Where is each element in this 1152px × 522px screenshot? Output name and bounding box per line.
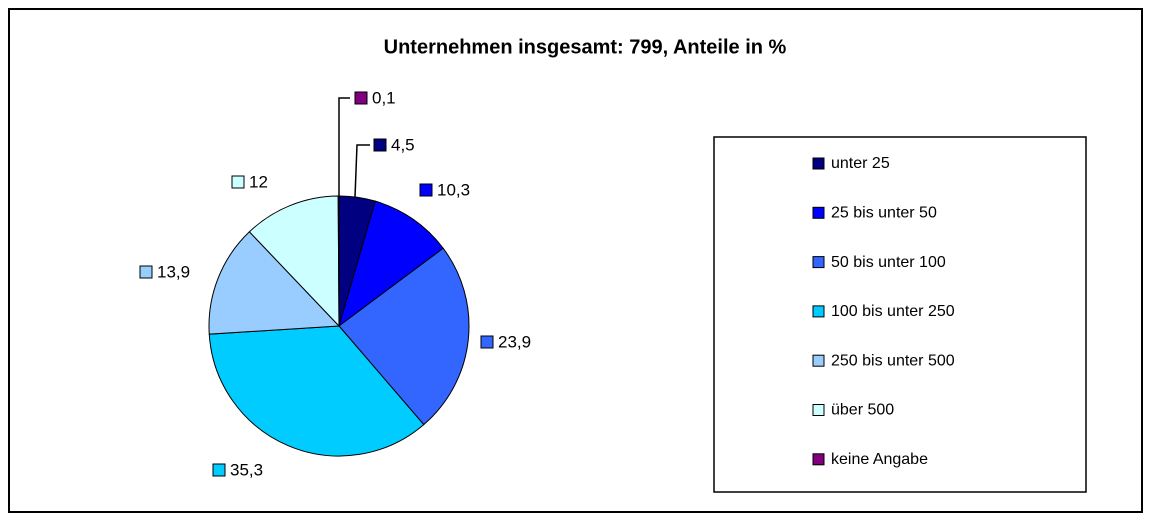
data-label: 12 [249, 172, 268, 191]
data-label: 4,5 [391, 135, 415, 154]
leader-line [338, 97, 350, 196]
data-label-swatch [212, 463, 226, 477]
legend-swatch [812, 404, 825, 416]
data-label: 10,3 [437, 180, 470, 199]
legend-swatch [812, 206, 825, 219]
data-label-swatch [373, 138, 387, 152]
legend-label: unter 25 [831, 155, 890, 172]
legend-swatch [812, 354, 825, 367]
legend-label: keine Angabe [831, 451, 928, 468]
data-label: 0,1 [372, 88, 396, 107]
pie-slice [337, 195, 340, 327]
pie-slice [338, 200, 444, 328]
pie-slice [208, 325, 425, 457]
data-label-swatch [139, 265, 153, 279]
legend-box [713, 136, 1087, 493]
data-label-swatch [419, 183, 433, 197]
legend-label: 100 bis unter 250 [831, 303, 955, 320]
pie-slice [248, 195, 340, 328]
chart-title: Unternehmen insgesamt: 799, Anteile in % [384, 36, 787, 58]
data-label: 13,9 [157, 262, 190, 281]
legend-label: über 500 [831, 402, 894, 419]
data-label-swatch [480, 335, 494, 349]
data-label: 35,3 [230, 460, 263, 479]
pie-slice [208, 231, 341, 335]
legend-swatch [812, 256, 825, 269]
data-label: 23,9 [498, 332, 531, 351]
pie-slice [338, 247, 470, 426]
legend-swatch [812, 157, 825, 170]
data-label-swatch [231, 175, 245, 189]
leader-line [354, 144, 370, 198]
legend-label: 50 bis unter 100 [831, 254, 946, 271]
legend-swatch [812, 453, 825, 466]
data-label-swatch [354, 91, 368, 105]
legend-label: 25 bis unter 50 [831, 205, 937, 222]
legend-label: 250 bis unter 500 [831, 352, 955, 369]
legend-swatch [812, 305, 825, 318]
